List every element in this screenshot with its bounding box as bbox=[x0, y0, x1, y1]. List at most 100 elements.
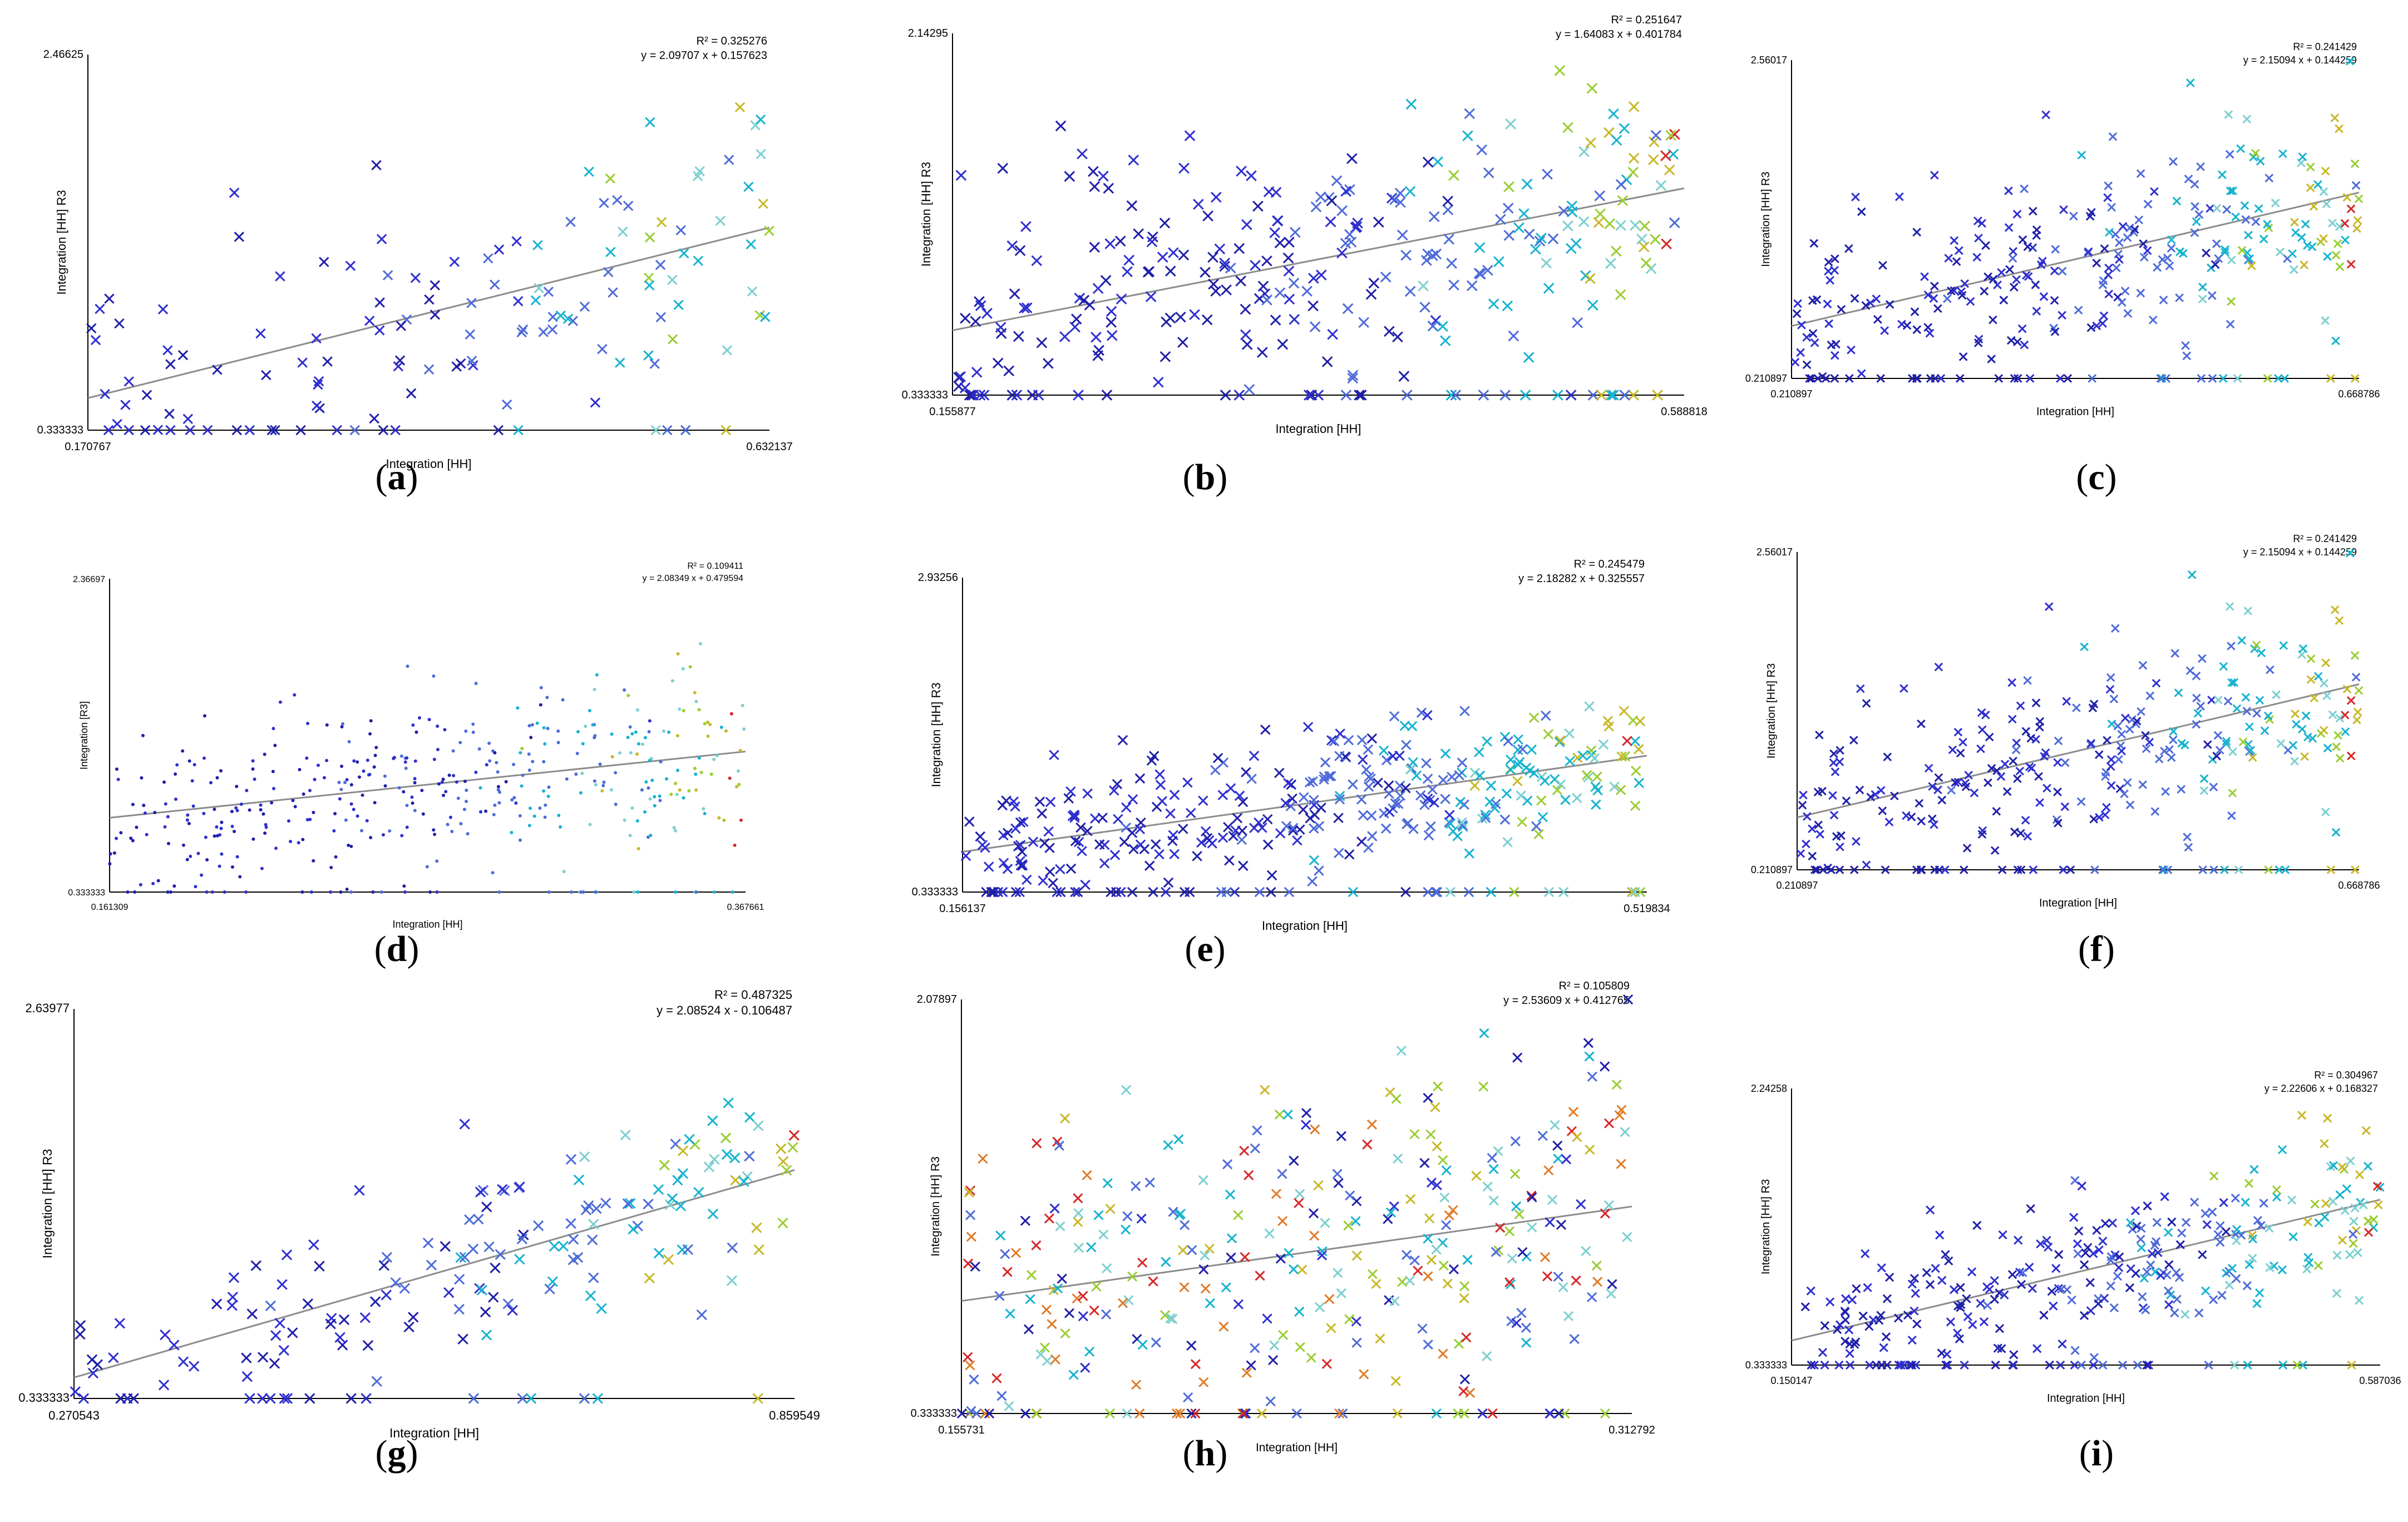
data-point bbox=[2170, 649, 2180, 658]
data-point bbox=[1993, 280, 2002, 289]
data-point bbox=[648, 758, 652, 762]
data-point bbox=[1278, 1329, 1289, 1341]
data-point bbox=[1946, 1317, 1956, 1327]
data-point bbox=[453, 1304, 465, 1315]
data-point bbox=[2297, 1110, 2307, 1120]
data-point bbox=[1395, 790, 1406, 801]
data-point bbox=[263, 752, 267, 756]
data-point bbox=[1384, 806, 1395, 817]
data-point bbox=[1935, 1230, 1945, 1240]
data-point bbox=[1283, 778, 1294, 789]
data-point bbox=[2010, 828, 2019, 836]
data-point bbox=[2053, 787, 2062, 796]
data-point bbox=[601, 784, 605, 787]
data-point bbox=[1255, 1270, 1265, 1281]
y-axis-label: Integration [HH] R3 bbox=[55, 190, 68, 294]
data-point bbox=[1627, 166, 1639, 178]
data-point bbox=[1884, 1273, 1894, 1282]
data-point bbox=[1616, 751, 1627, 762]
data-point bbox=[2227, 678, 2236, 687]
data-point bbox=[970, 1261, 980, 1272]
data-point bbox=[667, 1193, 678, 1204]
data-point bbox=[650, 425, 662, 436]
x-axis-label: Integration [HH] bbox=[1275, 422, 1361, 436]
data-point bbox=[1539, 776, 1550, 786]
data-point bbox=[287, 819, 290, 823]
data-point bbox=[1442, 1278, 1453, 1289]
data-point bbox=[2190, 1198, 2199, 1207]
data-point bbox=[2208, 374, 2217, 383]
data-point bbox=[457, 1333, 468, 1345]
data-point bbox=[2080, 1260, 2089, 1269]
data-point bbox=[1274, 237, 1286, 249]
data-point bbox=[1131, 1181, 1141, 1191]
data-point bbox=[579, 1393, 590, 1404]
data-point bbox=[2346, 696, 2356, 705]
data-point bbox=[1104, 238, 1116, 249]
data-point bbox=[1249, 822, 1260, 834]
data-point bbox=[1419, 1157, 1430, 1168]
data-point bbox=[729, 712, 733, 716]
data-point bbox=[1351, 1250, 1363, 1261]
data-point bbox=[2300, 752, 2310, 761]
data-point bbox=[213, 807, 216, 811]
data-point bbox=[1331, 175, 1343, 186]
data-point bbox=[1962, 1294, 1971, 1303]
data-point bbox=[1252, 1125, 1262, 1136]
data-point bbox=[530, 723, 534, 727]
data-point bbox=[2307, 242, 2317, 252]
data-point bbox=[90, 334, 101, 346]
data-point bbox=[1136, 1213, 1147, 1224]
data-point bbox=[1956, 1283, 1965, 1292]
data-point bbox=[1480, 809, 1491, 820]
data-point bbox=[347, 740, 351, 743]
data-point bbox=[1866, 298, 1875, 308]
data-point bbox=[593, 688, 596, 692]
data-point bbox=[2233, 374, 2242, 383]
data-point bbox=[1841, 1294, 1851, 1303]
data-point bbox=[1192, 851, 1202, 861]
data-point bbox=[1404, 285, 1416, 297]
data-point bbox=[1517, 744, 1528, 755]
data-point bbox=[1555, 779, 1566, 790]
regression-annotation-1: R² = 0.304967 bbox=[2314, 1070, 2378, 1081]
data-point bbox=[2153, 263, 2162, 272]
data-point bbox=[2200, 1209, 2210, 1218]
data-point bbox=[682, 796, 685, 800]
data-point bbox=[253, 777, 256, 781]
data-point bbox=[2263, 374, 2272, 383]
data-point bbox=[2264, 865, 2273, 874]
data-point bbox=[603, 267, 614, 278]
data-point bbox=[1315, 191, 1326, 203]
data-point bbox=[648, 797, 652, 801]
data-point bbox=[2321, 166, 2330, 176]
data-point bbox=[2134, 215, 2144, 224]
data-point bbox=[1069, 812, 1080, 823]
data-point bbox=[188, 1361, 200, 1372]
data-point bbox=[1173, 1134, 1184, 1145]
data-point bbox=[1050, 1354, 1060, 1365]
data-point bbox=[1009, 288, 1020, 299]
data-point bbox=[1082, 1170, 1092, 1180]
data-point bbox=[474, 682, 478, 686]
data-point bbox=[2205, 204, 2215, 213]
trend-line bbox=[1791, 191, 2360, 327]
data-point bbox=[518, 814, 522, 818]
data-point bbox=[2346, 204, 2356, 214]
data-point bbox=[1865, 1360, 1874, 1370]
data-point bbox=[1282, 1109, 1293, 1120]
data-point bbox=[2013, 774, 2022, 784]
data-point bbox=[597, 344, 608, 354]
data-point bbox=[1438, 1155, 1448, 1165]
data-point bbox=[381, 833, 385, 837]
data-point bbox=[516, 706, 520, 710]
data-point bbox=[278, 1344, 289, 1356]
data-point bbox=[1517, 816, 1528, 828]
data-point bbox=[1469, 767, 1481, 778]
data-point bbox=[1315, 1302, 1325, 1313]
data-point bbox=[998, 858, 1009, 869]
data-point bbox=[964, 1187, 974, 1198]
data-point bbox=[2252, 1299, 2262, 1308]
data-point bbox=[282, 1393, 293, 1404]
data-point bbox=[1820, 1360, 1829, 1370]
